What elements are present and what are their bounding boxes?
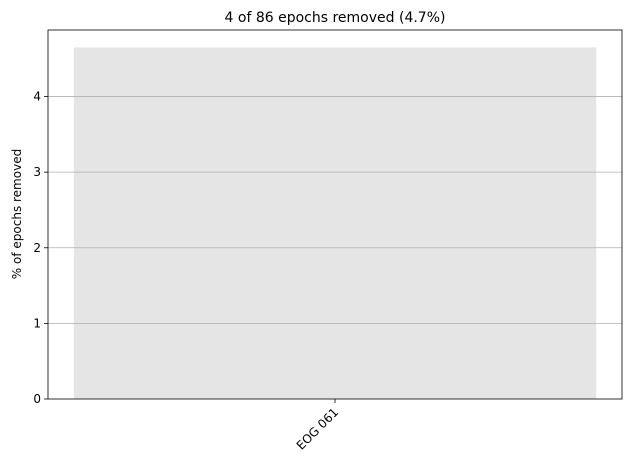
bars <box>73 47 597 400</box>
y-tick-label: 3 <box>33 165 41 179</box>
x-tick-label: EOG 061 <box>294 405 341 452</box>
chart-title: 4 of 86 epochs removed (4.7%) <box>225 10 446 26</box>
y-axis-label: % of epochs removed <box>10 149 24 279</box>
y-tick-label: 4 <box>33 90 41 104</box>
y-tick-label: 0 <box>33 392 41 406</box>
y-tick-label: 1 <box>33 316 41 330</box>
x-ticks: EOG 061 <box>294 399 341 453</box>
y-tick-label: 2 <box>33 241 41 255</box>
bar-eog-061 <box>73 47 597 400</box>
y-ticks: 0 1 2 3 4 <box>33 90 48 406</box>
grid-lines <box>48 96 622 324</box>
